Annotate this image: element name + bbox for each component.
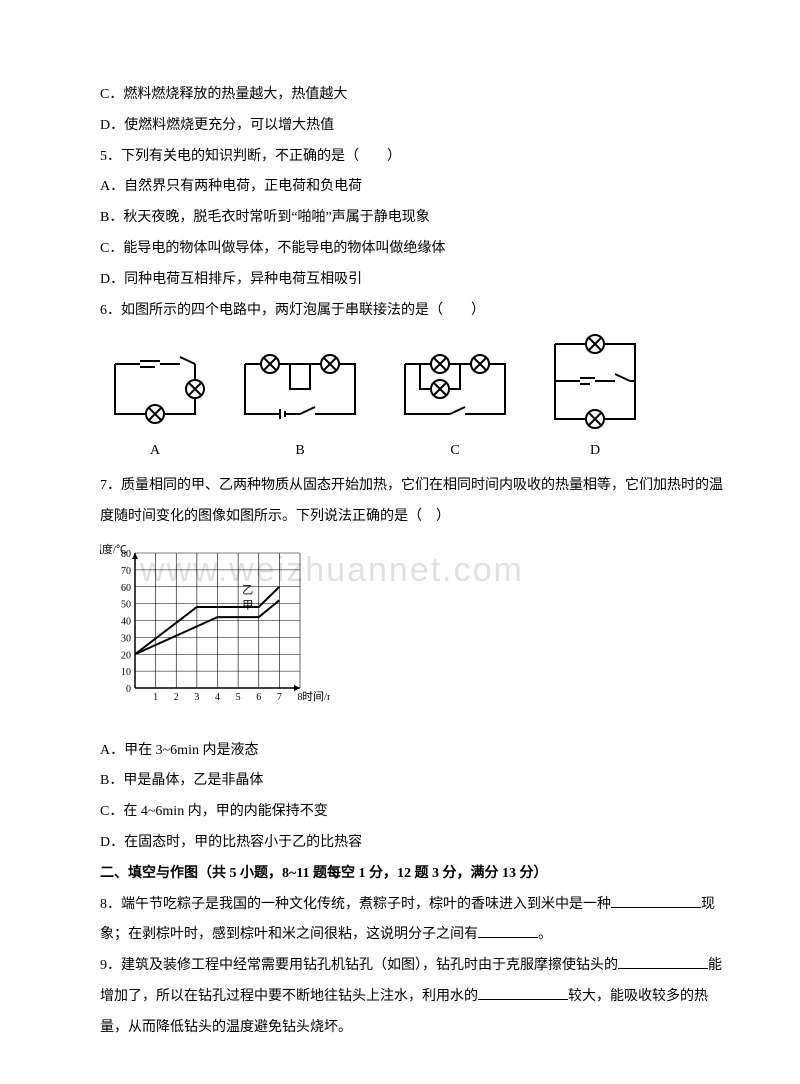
circuit-c: C xyxy=(390,349,520,467)
q5-stem: 5．下列有关电的知识判断，不正确的是（ ） xyxy=(100,142,730,173)
q9-part1: 9．建筑及装修工程中经常需要用钻孔机钻孔（如图），钻孔时由于克服摩擦使钻头的 xyxy=(100,958,618,973)
svg-text:5: 5 xyxy=(236,692,241,703)
circuit-d: D xyxy=(540,334,650,467)
svg-text:30: 30 xyxy=(121,633,131,644)
q9-blank1[interactable] xyxy=(618,954,708,969)
circuit-a: A xyxy=(100,349,210,467)
q9-line: 9．建筑及装修工程中经常需要用钻孔机钻孔（如图），钻孔时由于克服摩擦使钻头的能增… xyxy=(100,951,730,1043)
svg-text:70: 70 xyxy=(121,566,131,577)
q7-stem: 7．质量相同的甲、乙两种物质从固态开始加热，它们在相同时间内吸收的热量相等，它们… xyxy=(100,471,730,533)
q5-opt-c: C．能导电的物体叫做导体，不能导电的物体叫做绝缘体 xyxy=(100,234,730,265)
q9-blank2[interactable] xyxy=(478,985,568,1000)
q6-circuit-row: A B xyxy=(100,334,730,467)
svg-text:温度/℃: 温度/℃ xyxy=(100,543,127,556)
q8-part3: 。 xyxy=(538,927,552,942)
svg-text:40: 40 xyxy=(121,616,131,627)
svg-text:10: 10 xyxy=(121,667,131,678)
q5-opt-a: A．自然界只有两种电荷，正电荷和负电荷 xyxy=(100,172,730,203)
svg-text:时间/min: 时间/min xyxy=(302,690,330,703)
svg-text:6: 6 xyxy=(256,692,261,703)
svg-text:7: 7 xyxy=(277,692,282,703)
svg-text:4: 4 xyxy=(215,692,220,703)
svg-text:3: 3 xyxy=(194,692,199,703)
q8-blank2[interactable] xyxy=(478,923,538,938)
svg-text:0: 0 xyxy=(126,684,131,695)
section2-heading: 二、填空与作图（共 5 小题，8~11 题每空 1 分，12 题 3 分，满分 … xyxy=(100,859,730,890)
q8-blank1[interactable] xyxy=(611,893,701,908)
svg-text:乙: 乙 xyxy=(242,583,253,596)
circuit-a-label: A xyxy=(100,436,210,467)
circuit-b-label: B xyxy=(230,436,370,467)
q7-chart: www.weizhuannet.com 01020304050607080123… xyxy=(100,543,730,726)
circuit-c-label: C xyxy=(390,436,520,467)
q5-opt-b: B．秋天夜晚，脱毛衣时常听到“啪啪”声属于静电现象 xyxy=(100,203,730,234)
q6-stem: 6．如图所示的四个电路中，两灯泡属于串联接法的是（ ） xyxy=(100,296,730,327)
q7-opt-d: D．在固态时，甲的比热容小于乙的比热容 xyxy=(100,828,730,859)
q7-opt-b: B．甲是晶体，乙是非晶体 xyxy=(100,766,730,797)
q7-opt-c: C．在 4~6min 内，甲的内能保持不变 xyxy=(100,797,730,828)
svg-text:甲: 甲 xyxy=(242,599,253,611)
q4-opt-d: D．使燃料燃烧更充分，可以增大热值 xyxy=(100,111,730,142)
q8-line: 8．端午节吃粽子是我国的一种文化传统，煮粽子时，棕叶的香味进入到米中是一种现象；… xyxy=(100,890,730,952)
q5-opt-d: D．同种电荷互相排斥，异种电荷互相吸引 xyxy=(100,265,730,296)
circuit-d-label: D xyxy=(540,436,650,467)
q8-part1: 8．端午节吃粽子是我国的一种文化传统，煮粽子时，棕叶的香味进入到米中是一种 xyxy=(100,897,611,912)
svg-text:1: 1 xyxy=(153,692,158,703)
svg-text:60: 60 xyxy=(121,583,131,594)
svg-text:20: 20 xyxy=(121,650,131,661)
circuit-b: B xyxy=(230,349,370,467)
q7-opt-a: A．甲在 3~6min 内是液态 xyxy=(100,736,730,767)
svg-text:50: 50 xyxy=(121,599,131,610)
q4-opt-c: C．燃料燃烧释放的热量越大，热值越大 xyxy=(100,80,730,111)
svg-text:2: 2 xyxy=(174,692,179,703)
